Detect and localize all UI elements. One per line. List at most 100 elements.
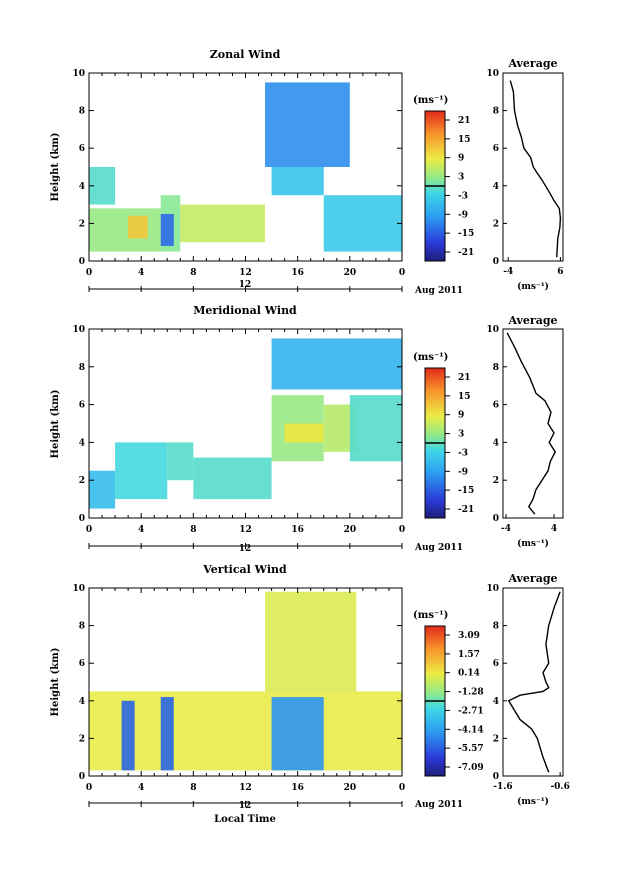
heatmap-cell — [265, 591, 357, 692]
colorbar-unit: (ms⁻¹) — [413, 95, 448, 106]
panel-title: Meridional Wind — [193, 304, 297, 317]
heatmap-cell — [160, 697, 174, 771]
colorbar-tick-label: -9 — [458, 467, 468, 477]
colorbar-tick-label: 9 — [458, 411, 464, 421]
x-tick-label: 8 — [190, 783, 196, 793]
panel-title: Vertical Wind — [202, 563, 287, 576]
average-y-tick-label: 8 — [493, 107, 499, 117]
average-y-tick-label: 0 — [493, 772, 499, 782]
heatmap-cell — [89, 691, 402, 771]
colorbar-tick-label: 3 — [458, 430, 464, 440]
heatmap-cell — [271, 697, 324, 771]
colorbar-tick-label: -15 — [458, 486, 474, 496]
zonal-wind-panel: Zonal Wind 0 2 4 6 8 10 0 4 8 12 16 20 0 Height (km)… — [50, 48, 564, 296]
average-title: Average — [507, 314, 557, 327]
y-axis-label: Height (km) — [50, 133, 61, 202]
heatmap-area — [89, 82, 402, 252]
average-y-tick-label: 10 — [486, 69, 499, 79]
month-label: Aug 2011 — [414, 286, 463, 296]
colorbar-tick-label: -5.57 — [458, 744, 484, 754]
x-tick-label: 20 — [344, 525, 357, 535]
x-tick-label: 0 — [399, 268, 405, 278]
x-tick-label: 20 — [344, 268, 357, 278]
average-y-tick-label: 8 — [493, 363, 499, 373]
colorbar-tick-label: 15 — [458, 135, 471, 145]
heatmap-cell — [265, 82, 350, 167]
panel-title: Zonal Wind — [210, 48, 281, 61]
x-axis-label: Local Time — [214, 814, 276, 825]
average-x-tick-label: -4 — [503, 267, 513, 277]
average-y-tick-label: 0 — [493, 514, 499, 524]
x-tick-label: 4 — [138, 268, 144, 278]
y-tick-label: 6 — [79, 401, 85, 411]
heatmap-cell — [349, 395, 402, 462]
colorbar-tick-label: 21 — [458, 116, 471, 126]
colorbar-tick-label: -21 — [458, 248, 474, 258]
colorbar-tick-label: -4.14 — [458, 725, 484, 735]
colorbar-tick-label: 3.09 — [458, 631, 480, 641]
average-y-tick-label: 6 — [493, 144, 499, 154]
x-tick-label: 8 — [190, 525, 196, 535]
x-tick-label: 16 — [291, 525, 304, 535]
month-label: Aug 2011 — [414, 800, 463, 810]
heatmap-cell — [193, 457, 272, 500]
average-title: Average — [507, 572, 557, 585]
colorbar-tick-label: -7.09 — [458, 763, 484, 773]
average-x-tick-label: -0.6 — [550, 782, 569, 792]
y-tick-label: 10 — [72, 325, 85, 335]
heatmap-cell — [128, 215, 148, 239]
average-y-tick-label: 10 — [486, 584, 499, 594]
x-tick-label: 8 — [190, 268, 196, 278]
average-x-tick-label: 4 — [551, 524, 557, 534]
average-y-tick-label: 2 — [493, 219, 499, 229]
average-y-tick-label: 2 — [493, 476, 499, 486]
average-x-tick-label: 6 — [557, 267, 563, 277]
colorbar-tick-label: -2.71 — [458, 706, 484, 716]
average-x-tick-label: -1.6 — [493, 782, 512, 792]
heatmap-cell — [284, 423, 324, 443]
average-title: Average — [507, 57, 557, 70]
average-frame — [502, 328, 564, 519]
y-tick-label: 0 — [79, 514, 85, 524]
x-tick-label: 0 — [399, 783, 405, 793]
x-tick-label: 12 — [239, 525, 252, 535]
average-profile-line — [509, 80, 562, 258]
colorbar-tick-label: 9 — [458, 154, 464, 164]
average-y-tick-label: 4 — [493, 697, 499, 707]
day-label: 12 — [239, 280, 252, 290]
month-label: Aug 2011 — [414, 543, 463, 553]
heatmap-cell — [271, 338, 402, 390]
average-xlabel: (ms⁻¹) — [517, 281, 549, 292]
average-frame — [502, 72, 564, 262]
y-tick-label: 0 — [79, 257, 85, 267]
y-tick-label: 8 — [79, 622, 85, 632]
colorbar-tick-label: -3 — [458, 191, 468, 201]
x-tick-label: 4 — [138, 783, 144, 793]
y-tick-label: 6 — [79, 144, 85, 154]
colorbar-tick-label: 1.57 — [458, 650, 480, 660]
x-tick-label: 16 — [291, 268, 304, 278]
y-tick-label: 4 — [79, 697, 85, 707]
x-tick-label: 0 — [86, 783, 92, 793]
colorbar-tick-label: -21 — [458, 505, 474, 515]
colorbar-tick-label: -15 — [458, 229, 474, 239]
y-tick-label: 8 — [79, 107, 85, 117]
x-tick-label: 12 — [239, 268, 252, 278]
colorbar-tick-label: -3 — [458, 448, 468, 458]
average-xlabel: (ms⁻¹) — [517, 796, 549, 807]
y-tick-label: 2 — [79, 219, 85, 229]
heatmap-area — [89, 591, 402, 771]
x-tick-label: 20 — [344, 783, 357, 793]
colorbar-tick-label: 0.14 — [458, 669, 480, 679]
y-tick-label: 4 — [79, 182, 85, 192]
day-label: 12 — [239, 801, 252, 811]
colorbar-tick-label: 3 — [458, 173, 464, 183]
day-label: 12 — [239, 544, 252, 554]
average-y-tick-label: 8 — [493, 622, 499, 632]
x-tick-label: 0 — [86, 525, 92, 535]
average-y-tick-label: 0 — [493, 257, 499, 267]
heatmap-cell — [121, 700, 135, 771]
average-frame — [502, 587, 564, 777]
